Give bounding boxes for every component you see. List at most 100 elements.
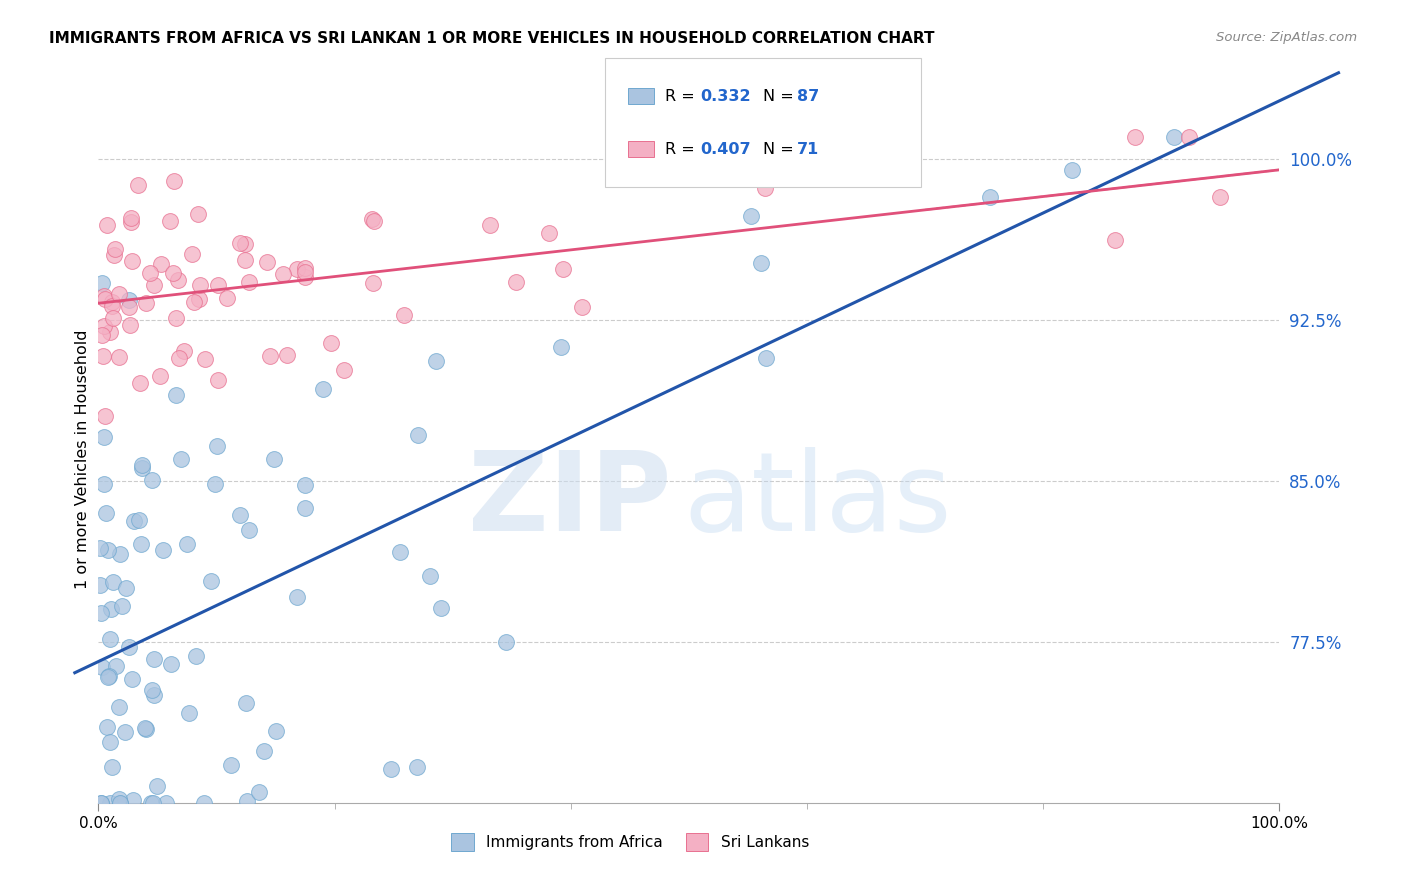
Point bbox=[90, 796, 112, 810]
Point bbox=[361, 212, 384, 227]
Point bbox=[101, 295, 124, 310]
Point bbox=[162, 266, 184, 280]
Point bbox=[755, 351, 778, 366]
Point bbox=[134, 721, 156, 735]
Point bbox=[165, 310, 187, 325]
Point bbox=[294, 260, 316, 275]
Point bbox=[419, 568, 441, 582]
Point bbox=[91, 660, 114, 674]
Text: N =: N = bbox=[763, 88, 800, 103]
Point bbox=[115, 581, 138, 595]
Point bbox=[740, 210, 762, 224]
Point bbox=[93, 289, 115, 303]
Point bbox=[108, 699, 131, 714]
Point bbox=[200, 574, 222, 588]
Point bbox=[294, 501, 316, 516]
Point bbox=[233, 237, 256, 252]
Point bbox=[94, 506, 117, 520]
Point bbox=[143, 651, 166, 665]
Point bbox=[120, 211, 142, 225]
Point bbox=[180, 247, 202, 261]
Point bbox=[238, 275, 260, 289]
Point bbox=[183, 295, 205, 310]
Point bbox=[238, 523, 260, 537]
Point bbox=[98, 326, 121, 340]
Point bbox=[263, 451, 285, 466]
Point bbox=[143, 278, 166, 293]
Point bbox=[333, 363, 356, 377]
Point bbox=[751, 256, 773, 270]
Point bbox=[118, 640, 141, 654]
Point bbox=[193, 796, 215, 810]
Point bbox=[571, 300, 593, 314]
Point bbox=[394, 308, 416, 322]
Point bbox=[380, 762, 402, 776]
Point bbox=[505, 276, 527, 290]
Point bbox=[169, 351, 191, 365]
Point bbox=[105, 658, 128, 673]
Point bbox=[287, 591, 309, 605]
Point bbox=[256, 255, 278, 269]
Point bbox=[108, 796, 131, 810]
Point bbox=[110, 796, 132, 810]
Point bbox=[89, 577, 111, 591]
Point bbox=[152, 543, 174, 558]
Point bbox=[188, 278, 211, 293]
Point bbox=[138, 266, 160, 280]
Point bbox=[131, 460, 153, 475]
Point bbox=[97, 542, 120, 557]
Point bbox=[100, 632, 122, 646]
Point bbox=[259, 349, 281, 363]
Point bbox=[294, 270, 316, 285]
Point bbox=[100, 796, 122, 810]
Point bbox=[94, 292, 117, 306]
Point bbox=[121, 793, 143, 807]
Point bbox=[205, 439, 228, 453]
Point bbox=[141, 474, 163, 488]
Point bbox=[495, 635, 517, 649]
Point bbox=[194, 352, 217, 367]
Point bbox=[1060, 162, 1083, 177]
Point bbox=[100, 759, 122, 773]
Point bbox=[93, 349, 115, 363]
Point bbox=[97, 670, 120, 684]
Point bbox=[235, 794, 257, 808]
Point bbox=[90, 796, 112, 810]
Point bbox=[406, 428, 429, 442]
Point bbox=[101, 311, 124, 326]
Point bbox=[149, 257, 172, 271]
Point bbox=[271, 267, 294, 281]
Point bbox=[229, 236, 252, 251]
Point bbox=[101, 575, 124, 590]
Point bbox=[233, 253, 256, 268]
Point bbox=[361, 276, 384, 290]
Point bbox=[1209, 190, 1232, 204]
Point bbox=[142, 796, 165, 810]
Point bbox=[207, 277, 229, 292]
Point bbox=[285, 261, 308, 276]
Point bbox=[215, 291, 238, 305]
Text: R =: R = bbox=[665, 142, 700, 157]
Point bbox=[93, 318, 115, 333]
Point bbox=[129, 376, 152, 390]
Y-axis label: 1 or more Vehicles in Household: 1 or more Vehicles in Household bbox=[75, 330, 90, 589]
Point bbox=[127, 178, 149, 192]
Point bbox=[120, 215, 142, 229]
Point bbox=[538, 226, 561, 240]
Point bbox=[98, 734, 121, 748]
Point bbox=[108, 548, 131, 562]
Text: Source: ZipAtlas.com: Source: ZipAtlas.com bbox=[1216, 31, 1357, 45]
Point bbox=[159, 214, 181, 228]
Point bbox=[94, 409, 117, 424]
Point bbox=[294, 265, 316, 279]
Point bbox=[204, 476, 226, 491]
Point bbox=[128, 513, 150, 527]
Point bbox=[388, 545, 411, 559]
Point bbox=[321, 335, 343, 350]
Point bbox=[253, 743, 276, 757]
Point bbox=[173, 343, 195, 358]
Point bbox=[479, 218, 502, 232]
Point bbox=[264, 723, 287, 738]
Point bbox=[235, 696, 257, 710]
Point bbox=[430, 600, 453, 615]
